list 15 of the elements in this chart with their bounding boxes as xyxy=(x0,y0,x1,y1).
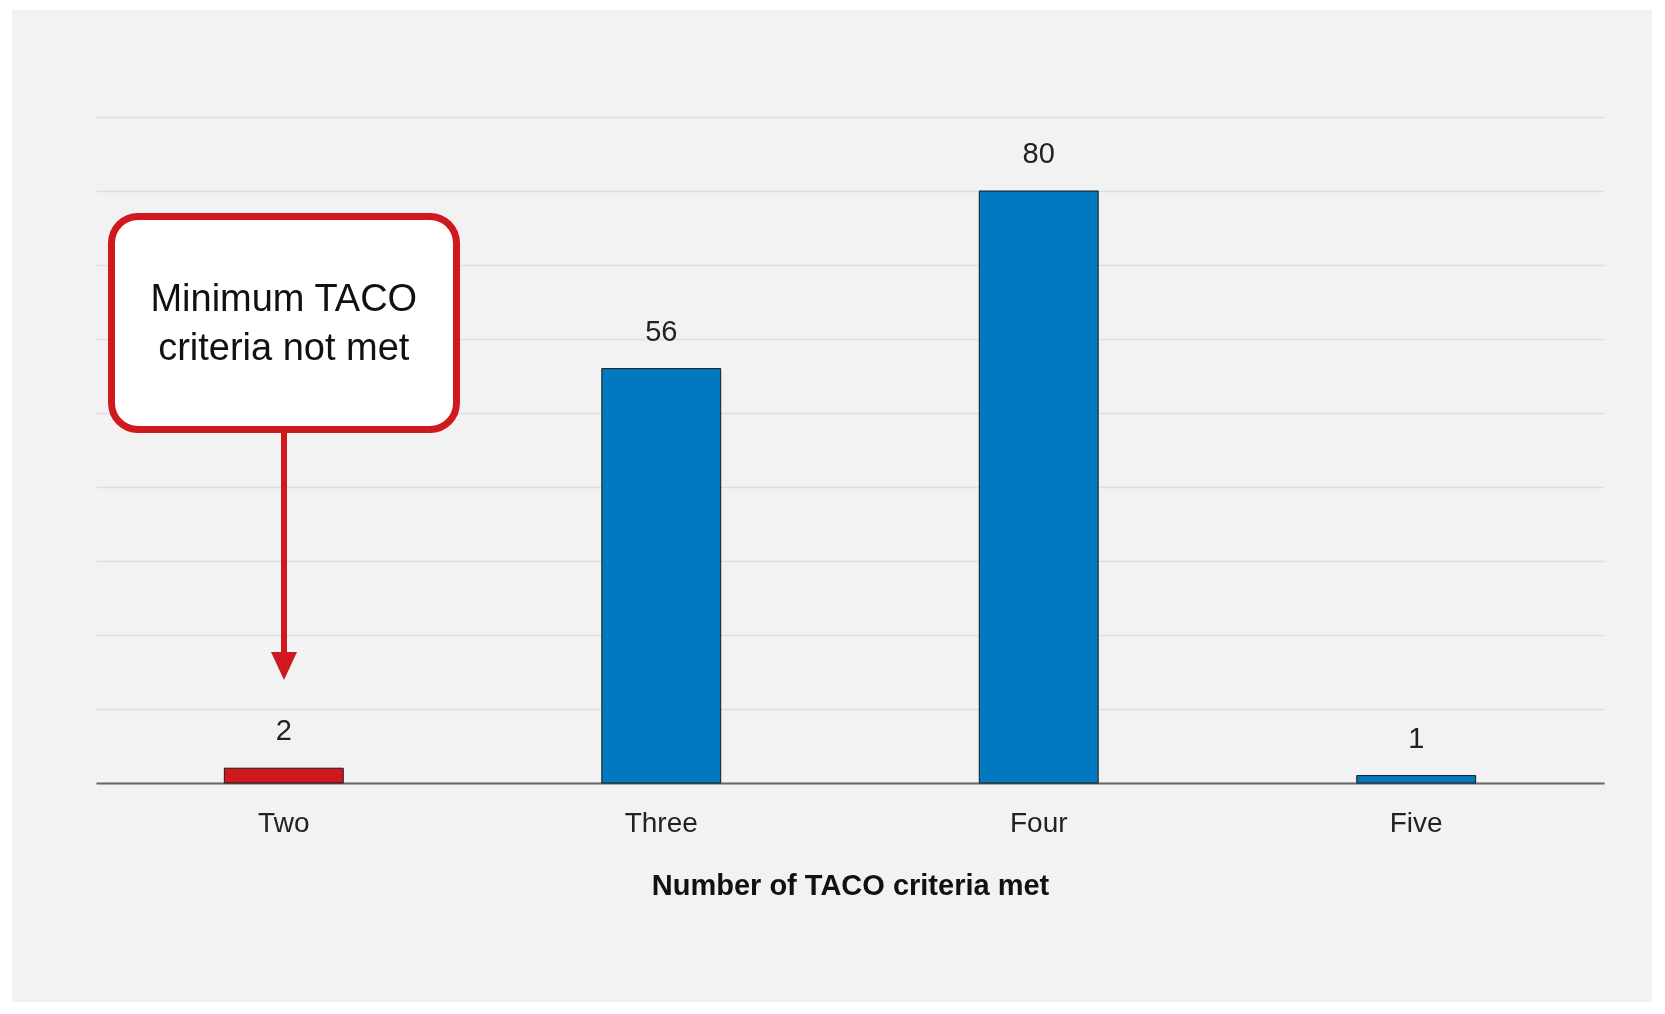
x-tick-label: Two xyxy=(258,806,310,838)
callout-box: Minimum TACO criteria not met xyxy=(107,213,460,434)
bar xyxy=(601,368,722,784)
data-label: 56 xyxy=(645,314,678,347)
bar xyxy=(223,767,344,784)
data-label: 80 xyxy=(1022,137,1055,169)
x-tick-label: Five xyxy=(1389,806,1443,838)
x-tick-label: Four xyxy=(1009,806,1068,838)
data-label: 1 xyxy=(1408,721,1425,754)
data-label: 2 xyxy=(275,714,292,747)
annotation: Minimum TACO criteria not met xyxy=(149,275,419,371)
x-tick-label: Three xyxy=(624,806,698,838)
bar xyxy=(978,190,1099,784)
bar xyxy=(1356,775,1477,784)
x-axis-title: Number of TACO criteria met xyxy=(651,868,1050,901)
